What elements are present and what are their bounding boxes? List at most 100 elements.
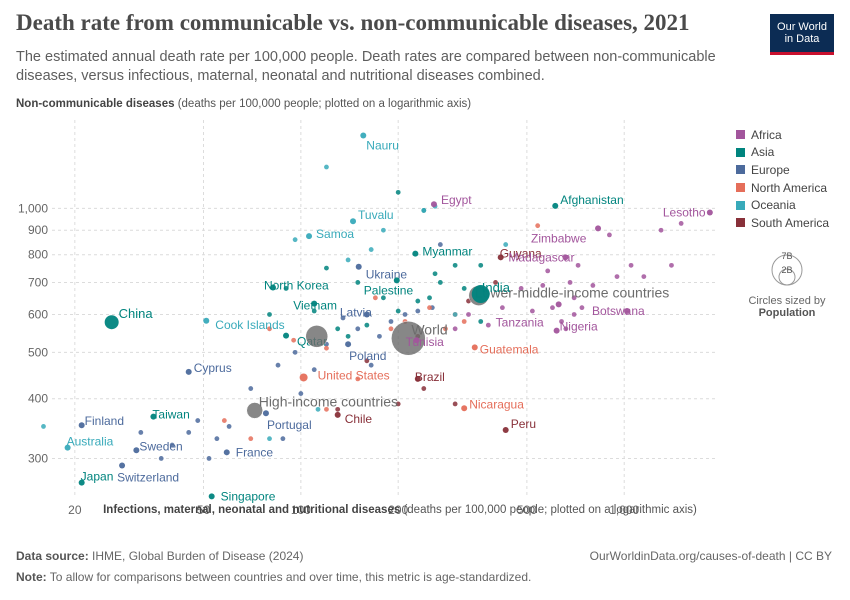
data-point-chile — [334, 411, 341, 418]
size-legend-caption: Circles sized by — [748, 295, 826, 307]
point-label: Taiwan — [152, 408, 189, 422]
point-label: Ukraine — [366, 268, 408, 282]
scatter-point — [364, 358, 370, 364]
legend-label: South America — [751, 215, 830, 230]
scatter-point — [41, 424, 46, 429]
scatter-point — [540, 283, 546, 288]
data-point-peru — [502, 427, 509, 434]
scatter-point — [432, 271, 438, 277]
legend-item-south-america[interactable]: South America — [736, 214, 829, 232]
scatter-point — [452, 326, 458, 332]
scatter-point — [452, 262, 458, 268]
scatter-point — [590, 283, 596, 288]
data-point-nicaragua — [461, 405, 468, 412]
scatter-point — [345, 333, 351, 339]
scatter-point — [429, 305, 435, 311]
scatter-point — [452, 312, 458, 317]
point-label: Tuvalu — [358, 208, 394, 222]
point-label: Qatar — [297, 335, 327, 349]
note-text: To allow for comparisons between countri… — [46, 570, 532, 584]
scatter-point — [298, 391, 304, 396]
scatter-point — [388, 326, 394, 332]
size-legend-big: 7B — [781, 251, 792, 261]
owid-logo[interactable]: Our World in Data — [770, 14, 834, 55]
data-point-china — [104, 315, 119, 330]
scatter-point — [579, 305, 585, 311]
y-axis-title-bold: Non-communicable diseases — [16, 98, 175, 110]
scatter-point — [226, 424, 232, 429]
data-point-lesotho — [706, 209, 713, 216]
scatter-point — [575, 262, 581, 268]
point-label: China — [119, 306, 154, 321]
scatter-point — [292, 237, 298, 243]
point-label: Guatemala — [480, 342, 539, 356]
x-axis-title: Infections, maternal, neonatal and nutri… — [80, 504, 720, 517]
scatter-point — [499, 305, 505, 311]
scatter-point — [372, 295, 378, 301]
scatter-point — [461, 319, 467, 324]
data-point-australia — [64, 444, 71, 451]
legend-item-oceania[interactable]: Oceania — [736, 196, 829, 214]
legend-swatch — [736, 200, 745, 210]
point-label: Guyana — [500, 246, 542, 260]
scatter-point — [206, 456, 212, 461]
point-label: Nicaragua — [469, 397, 524, 411]
data-point-ukraine — [355, 263, 362, 270]
data-point-lower-middle-income-countries — [468, 285, 490, 306]
logo-line1: Our World — [777, 21, 827, 33]
scatter-point — [335, 406, 341, 412]
point-label: Cook Islands — [215, 318, 284, 332]
point-label: Sweden — [139, 439, 182, 453]
point-label: Samoa — [316, 227, 354, 241]
scatter-point — [461, 286, 467, 291]
data-point-sweden — [133, 447, 140, 454]
data-point-botswana — [623, 308, 630, 315]
point-label: Lesotho — [663, 206, 706, 220]
scatter-point — [466, 312, 471, 317]
data-point-japan — [78, 479, 85, 486]
legend-item-asia[interactable]: Asia — [736, 144, 829, 162]
data-source: Data source: IHME, Global Burden of Dise… — [16, 549, 303, 563]
scatter-point — [267, 312, 272, 317]
note-label: Note: — [16, 570, 47, 584]
point-label: Switzerland — [117, 470, 179, 484]
scatter-point — [169, 442, 175, 448]
point-label: Latvia — [340, 305, 372, 319]
x-axis-title-bold: Infections, maternal, neonatal and nutri… — [103, 504, 401, 516]
point-label: Portugal — [267, 418, 312, 432]
data-point-brazil — [414, 375, 421, 382]
point-label: Finland — [85, 414, 124, 428]
point-label: Vietnam — [293, 299, 337, 313]
x-axis-title-rest: (deaths per 100,000 people; plotted on a… — [400, 504, 697, 516]
scatter-point — [402, 312, 408, 317]
point-label: Brazil — [415, 370, 445, 384]
legend-item-north-america[interactable]: North America — [736, 179, 829, 197]
data-point-world — [391, 321, 426, 356]
data-point-myanmar — [412, 250, 419, 257]
y-tick-label: 300 — [28, 451, 48, 465]
point-label: Palestine — [364, 283, 414, 297]
scatter-point — [421, 208, 427, 213]
scatter-point — [292, 349, 298, 355]
point-label: Australia — [67, 435, 114, 449]
legend-swatch — [736, 165, 745, 175]
source-url[interactable]: OurWorldinData.org/causes-of-death | CC … — [589, 549, 832, 563]
legend-item-europe[interactable]: Europe — [736, 161, 829, 179]
scatter-point — [437, 242, 443, 247]
source-text: IHME, Global Burden of Disease (2024) — [88, 549, 304, 563]
scatter-point — [421, 208, 427, 213]
scatter-point — [355, 376, 361, 382]
scatter-point — [628, 262, 634, 268]
scatter-point — [388, 319, 394, 324]
legend-swatch — [736, 130, 745, 140]
source-label: Data source: — [16, 549, 89, 563]
point-label: Chile — [345, 412, 373, 426]
point-label: Madagascar — [508, 250, 574, 264]
scatter-point — [466, 298, 471, 304]
data-point-switzerland — [119, 462, 126, 469]
legend-item-africa[interactable]: Africa — [736, 126, 829, 144]
point-label: Tunisia — [406, 335, 445, 349]
scatter-point — [427, 305, 432, 311]
scatter-point — [452, 312, 458, 317]
y-tick-label: 1,000 — [18, 201, 48, 215]
